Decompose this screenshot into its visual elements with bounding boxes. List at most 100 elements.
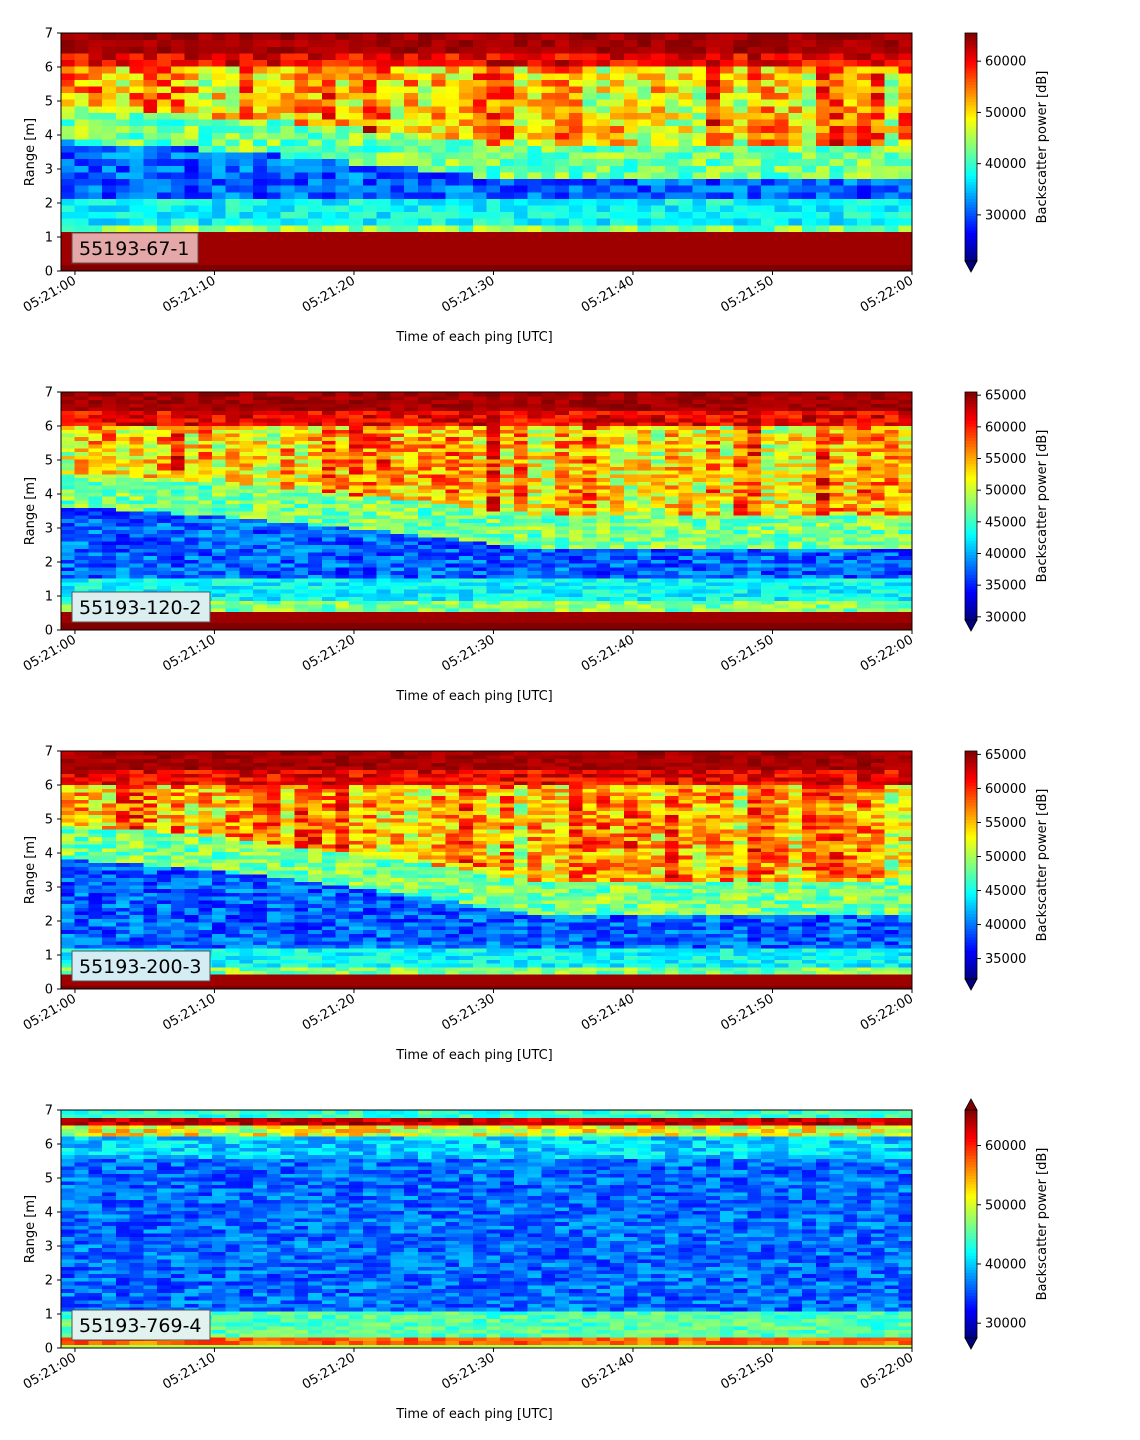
colorbar-label: Backscatter power [dB] [1035,71,1050,224]
x-tick-label: 05:21:20 [300,991,358,1033]
colorbar-tick-label: 60000 [985,1139,1026,1154]
colorbar-tick-label: 50000 [985,106,1026,121]
panel-label: 55193-120-2 [79,597,202,619]
x-tick-label: 05:21:50 [718,632,776,674]
y-tick-label: 5 [45,454,53,469]
y-tick-label: 4 [45,1206,53,1221]
y-tick-label: 4 [45,847,53,862]
y-tick-label: 0 [45,624,53,639]
panel-label: 55193-67-1 [79,238,189,260]
x-tick-label: 05:21:00 [21,273,79,315]
x-tick-label: 05:21:10 [160,1350,218,1392]
x-tick-label: 05:21:40 [579,991,637,1033]
y-tick-label: 5 [45,1172,53,1187]
colorbar-label: Backscatter power [dB] [1035,1148,1050,1301]
x-tick-label: 05:21:20 [300,1350,358,1392]
colorbar-tick-label: 45000 [985,884,1026,899]
colorbar-tick-label: 65000 [985,748,1026,763]
colorbar-tick-label: 45000 [985,515,1026,530]
colorbar-tick-label: 40000 [985,1257,1026,1272]
x-tick-label: 05:22:00 [858,991,916,1033]
y-tick-label: 3 [45,881,53,896]
y-tick-label: 6 [45,61,53,76]
y-tick-label: 0 [45,1342,53,1357]
x-tick-label: 05:21:00 [21,991,79,1033]
x-tick-label: 05:21:40 [579,1350,637,1392]
x-tick-label: 05:21:40 [579,632,637,674]
y-tick-label: 5 [45,813,53,828]
y-tick-label: 4 [45,488,53,503]
colorbar: 3000035000400004500050000550006000065000… [965,389,1050,631]
x-tick-label: 05:21:30 [439,273,497,315]
colorbar-segment [965,33,977,36]
x-tick-label: 05:21:10 [160,632,218,674]
colorbar-extend-min [965,261,977,272]
colorbar-tick-label: 60000 [985,782,1026,797]
colorbar-segment [965,751,977,754]
colorbar-extend-min [965,1338,977,1349]
colorbar-tick-label: 50000 [985,1198,1026,1213]
y-tick-label: 1 [45,949,53,964]
y-axis-label: Range [m] [23,1195,38,1263]
y-tick-label: 7 [45,745,53,760]
x-tick-label: 05:21:10 [160,273,218,315]
x-axis-label: Time of each ping [UTC] [395,1048,553,1063]
y-tick-label: 6 [45,420,53,435]
y-tick-label: 6 [45,779,53,794]
colorbar-tick-label: 55000 [985,816,1026,831]
y-tick-label: 6 [45,1138,53,1153]
x-tick-label: 05:21:00 [21,1350,79,1392]
y-tick-label: 2 [45,197,53,212]
x-axis-label: Time of each ping [UTC] [395,689,553,704]
x-tick-label: 05:21:40 [579,273,637,315]
x-tick-label: 05:22:00 [858,632,916,674]
colorbar: 35000400004500050000550006000065000Backs… [965,748,1050,990]
y-tick-label: 2 [45,915,53,930]
colorbar-tick-label: 35000 [985,952,1026,967]
panel-label: 55193-200-3 [79,956,202,978]
y-tick-label: 4 [45,129,53,144]
colorbar-tick-label: 60000 [985,420,1026,435]
colorbar-label: Backscatter power [dB] [1035,789,1050,942]
y-tick-label: 1 [45,231,53,246]
x-tick-label: 05:21:30 [439,632,497,674]
x-tick-label: 05:22:00 [858,1350,916,1392]
x-tick-label: 05:21:30 [439,991,497,1033]
y-tick-label: 2 [45,556,53,571]
panel-label: 55193-769-4 [79,1315,202,1337]
x-tick-label: 05:21:20 [300,632,358,674]
colorbar-tick-label: 55000 [985,452,1026,467]
colorbar-extend-min [965,620,977,631]
x-tick-label: 05:22:00 [858,273,916,315]
colorbar-tick-label: 35000 [985,579,1026,594]
colorbar-tick-label: 30000 [985,1317,1026,1332]
y-tick-label: 3 [45,163,53,178]
colorbar-tick-label: 50000 [985,850,1026,865]
x-tick-label: 05:21:20 [300,273,358,315]
x-axis-label: Time of each ping [UTC] [395,330,553,345]
colorbar-tick-label: 65000 [985,389,1026,404]
y-tick-label: 2 [45,1274,53,1289]
x-tick-label: 05:21:00 [21,632,79,674]
x-tick-label: 05:21:50 [718,1350,776,1392]
x-tick-label: 05:21:30 [439,1350,497,1392]
colorbar-tick-label: 40000 [985,157,1026,172]
x-tick-label: 05:21:10 [160,991,218,1033]
y-axis-label: Range [m] [23,836,38,904]
y-tick-label: 3 [45,522,53,537]
colorbar: 30000 40000 50000 60000 Backscatter power [d… [965,1099,1050,1349]
colorbar-tick-label: 30000 [985,208,1026,223]
y-tick-label: 7 [45,1104,53,1119]
colorbar-extend-max [965,1099,977,1110]
y-tick-label: 1 [45,1308,53,1323]
x-axis-label: Time of each ping [UTC] [395,1407,553,1422]
colorbar-label: Backscatter power [dB] [1035,430,1050,583]
y-tick-label: 0 [45,265,53,280]
colorbar-tick-label: 50000 [985,484,1026,499]
x-tick-label: 05:21:50 [718,273,776,315]
